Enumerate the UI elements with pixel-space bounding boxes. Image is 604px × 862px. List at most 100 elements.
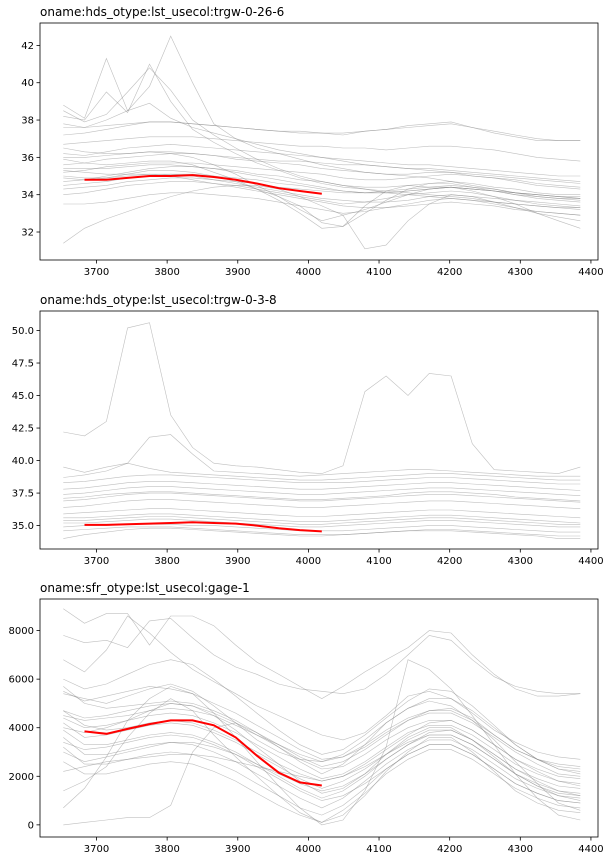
- x-tick-label: 3900: [225, 267, 250, 278]
- chart-panel-trgw-0-3-8: oname:hds_otype:lst_usecol:trgw-0-3-8 37…: [12, 293, 604, 567]
- x-tick-label: 3800: [154, 844, 179, 855]
- x-tick-label: 4300: [508, 556, 533, 567]
- ensemble-realization-line-2: [63, 434, 581, 477]
- ensemble-realization-line-21: [63, 121, 581, 141]
- y-tick-label: 36: [21, 153, 34, 164]
- ensemble-realization-line-20: [63, 164, 581, 195]
- ensemble-realization-line-18: [63, 734, 581, 801]
- y-tick-label: 6000: [9, 675, 34, 686]
- ensemble-realization-line-6: [63, 486, 581, 496]
- chart-panel-trgw-0-26-6: oname:hds_otype:lst_usecol:trgw-0-26-6 3…: [21, 5, 603, 278]
- ensemble-realization-line-4: [63, 474, 581, 485]
- ensemble-realization-line-12: [63, 698, 581, 823]
- series-group: [63, 35, 581, 250]
- x-tick-label: 3800: [154, 556, 179, 567]
- base-realization-line: [84, 719, 322, 787]
- ensemble-realization-line-14: [63, 527, 581, 539]
- axes-frame: [39, 310, 599, 550]
- y-tick-label: 50.0: [12, 326, 34, 337]
- ensemble-realization-line-1: [63, 322, 581, 474]
- ensemble-realization-line-8: [63, 499, 581, 509]
- chart-panel-gage-1: oname:sfr_otype:lst_usecol:gage-1 3700 38…: [9, 581, 604, 855]
- ensemble-realization-line-13: [63, 185, 581, 244]
- x-tick-label: 4300: [508, 267, 533, 278]
- ensemble-realization-line-15: [63, 491, 581, 502]
- ensemble-realization-line-13: [63, 526, 581, 537]
- x-tick-label: 4400: [578, 556, 603, 567]
- x-tick-label: 4400: [578, 267, 603, 278]
- y-tick-label: 42: [21, 41, 34, 52]
- x-tick-label: 3700: [84, 844, 109, 855]
- ensemble-realization-line-22: [63, 170, 581, 216]
- y-tick-label: 32: [21, 228, 34, 239]
- ensemble-realization-line-16: [63, 516, 581, 525]
- chart-title: oname:hds_otype:lst_usecol:trgw-0-3-8: [40, 293, 277, 307]
- y-tick-label: 45.0: [12, 391, 34, 402]
- ensemble-realization-line-19: [63, 151, 581, 184]
- x-tick-label: 4100: [366, 267, 391, 278]
- ensemble-realization-line-2: [63, 618, 581, 695]
- x-tick-label: 4100: [366, 556, 391, 567]
- ensemble-realization-line-17: [63, 729, 581, 796]
- ensemble-realization-line-22: [63, 703, 581, 796]
- x-tick-label: 3800: [154, 267, 179, 278]
- x-tick-label: 4100: [366, 844, 391, 855]
- y-tick-label: 40.0: [12, 456, 34, 467]
- ensemble-realization-line-3: [63, 615, 581, 760]
- y-tick-label: 0: [28, 820, 34, 831]
- y-tick-label: 42.5: [12, 424, 34, 435]
- ensemble-realization-line-8: [63, 153, 581, 182]
- axes-frame: [39, 598, 599, 838]
- ensemble-realization-line-7: [63, 136, 581, 162]
- ensemble-realization-line-3: [63, 462, 581, 481]
- x-tick-label: 4000: [296, 267, 321, 278]
- ensemble-realization-line-6: [63, 712, 581, 784]
- ensemble-realization-line-21: [63, 734, 581, 804]
- x-tick-label: 3900: [225, 556, 250, 567]
- x-tick-label: 3700: [84, 267, 109, 278]
- x-tick-label: 4200: [437, 556, 462, 567]
- ensemble-realization-line-11: [63, 518, 581, 528]
- y-tick-label: 38: [21, 116, 34, 127]
- y-tick-label: 40: [21, 78, 34, 89]
- ensemble-realization-line-19: [63, 686, 581, 777]
- y-tick-label: 47.5: [12, 359, 34, 370]
- x-tick-label: 4000: [296, 844, 321, 855]
- y-tick-label: 34: [21, 190, 34, 201]
- base-realization-line: [84, 521, 322, 533]
- chart-title: oname:hds_otype:lst_usecol:trgw-0-26-6: [40, 5, 284, 19]
- ensemble-realization-line-9: [63, 737, 581, 809]
- x-tick-label: 4200: [437, 267, 462, 278]
- ensemble-realization-line-7: [63, 492, 581, 503]
- ensemble-realization-line-12: [63, 192, 581, 216]
- axes-frame: [39, 22, 599, 261]
- ensemble-realization-line-9: [63, 508, 581, 519]
- series-group: [63, 322, 581, 539]
- x-tick-label: 4300: [508, 844, 533, 855]
- plot-area: 3700 3800 3900 4000 4100 4200 4300 4400 0 2000 400…: [9, 608, 604, 855]
- plot-area: 3700 3800 3900 4000 4100 4200 4300 4400 32 34 36 38…: [21, 35, 604, 278]
- ensemble-realization-line-14: [63, 700, 581, 826]
- ensemble-realization-line-23: [63, 659, 581, 772]
- y-tick-label: 35.0: [12, 521, 34, 532]
- y-tick-label: 2000: [9, 772, 34, 783]
- y-tick-label: 4000: [9, 723, 34, 734]
- series-group: [63, 608, 581, 826]
- ensemble-realization-line-5: [63, 143, 581, 177]
- ensemble-realization-line-9: [63, 162, 581, 190]
- y-tick-label: 8000: [9, 626, 34, 637]
- x-tick-label: 4000: [296, 556, 321, 567]
- ensemble-realization-line-10: [63, 513, 581, 524]
- chart-title: oname:sfr_otype:lst_usecol:gage-1: [40, 581, 250, 595]
- ensemble-realization-line-23: [63, 166, 581, 199]
- plot-area: 3700 3800 3900 4000 4100 4200 4300 4400 35.0 37.5…: [12, 322, 604, 567]
- x-tick-label: 3700: [84, 556, 109, 567]
- x-tick-label: 3900: [225, 844, 250, 855]
- y-tick-label: 37.5: [12, 489, 34, 500]
- ensemble-realization-line-1: [63, 608, 581, 699]
- x-tick-label: 4200: [437, 844, 462, 855]
- x-tick-label: 4400: [578, 844, 603, 855]
- base-realization-line: [84, 174, 322, 195]
- ensemble-realization-line-5: [63, 481, 581, 491]
